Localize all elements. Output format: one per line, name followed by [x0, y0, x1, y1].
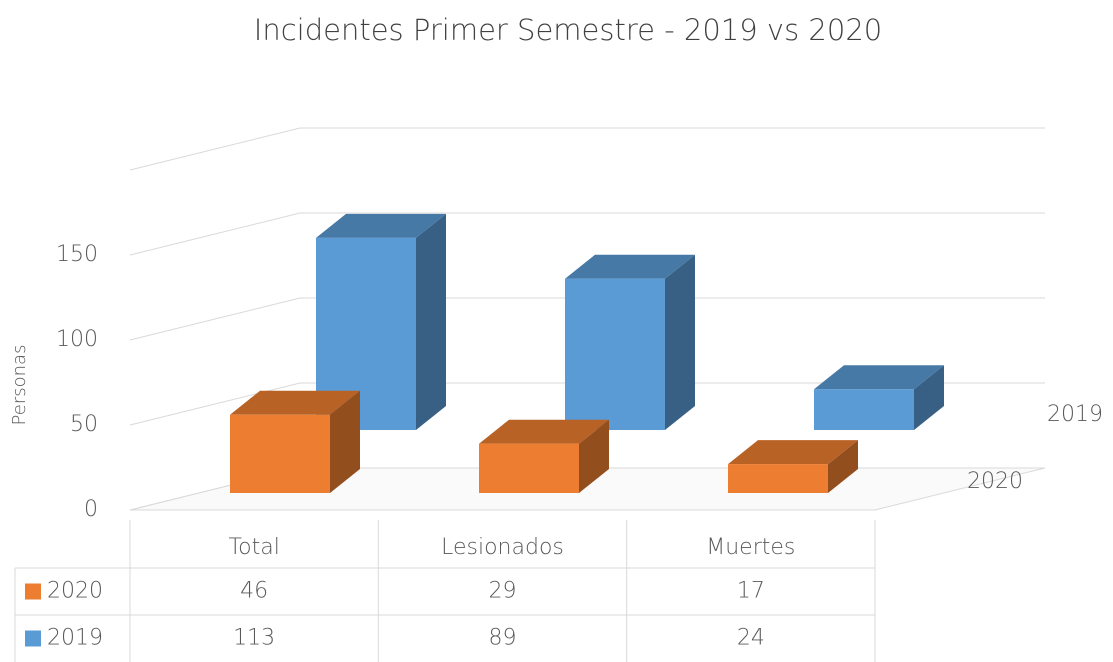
bar-top	[728, 440, 858, 465]
bar	[230, 414, 330, 493]
table-cell: 113	[233, 626, 275, 651]
table-cell: 24	[737, 626, 765, 651]
table-cell: 46	[240, 579, 268, 604]
y-tick-label: 100	[56, 327, 98, 352]
y-tick-label: 0	[84, 497, 98, 522]
depth-label: 2019	[1047, 402, 1103, 427]
legend-swatch	[25, 630, 41, 647]
bar-top	[230, 390, 360, 415]
bar-top	[814, 365, 944, 390]
grid-line	[129, 382, 1045, 426]
table-cell: 17	[737, 579, 765, 604]
table-cell: 89	[489, 626, 517, 651]
bar-top	[565, 254, 695, 279]
bar	[565, 278, 665, 430]
bar-top	[479, 419, 609, 444]
table-cell: 29	[489, 579, 517, 604]
grid-line	[129, 212, 1045, 256]
bar-side	[416, 213, 446, 430]
bar-side	[330, 390, 360, 493]
table-header: Lesionados	[441, 535, 564, 560]
y-axis-title: Personas	[9, 345, 30, 426]
grid-line	[129, 297, 1045, 341]
bar	[814, 389, 914, 430]
depth-label: 2020	[967, 469, 1023, 494]
chart-title: Incidentes Primer Semestre - 2019 vs 202…	[254, 13, 882, 47]
legend-label: 2019	[47, 626, 103, 651]
y-tick-label: 50	[70, 412, 98, 437]
table-header: Total	[228, 535, 279, 560]
y-tick-label: 150	[56, 242, 98, 267]
bar-side	[914, 365, 944, 430]
bar	[479, 443, 579, 493]
bar-side	[665, 254, 695, 430]
table-header: Muertes	[706, 535, 795, 560]
bar-side	[828, 440, 858, 493]
bar-side	[579, 419, 609, 493]
bar-top	[316, 213, 446, 238]
legend-label: 2020	[47, 579, 103, 604]
legend-swatch	[25, 583, 41, 600]
grid-line	[129, 127, 1045, 171]
bar	[728, 464, 828, 493]
